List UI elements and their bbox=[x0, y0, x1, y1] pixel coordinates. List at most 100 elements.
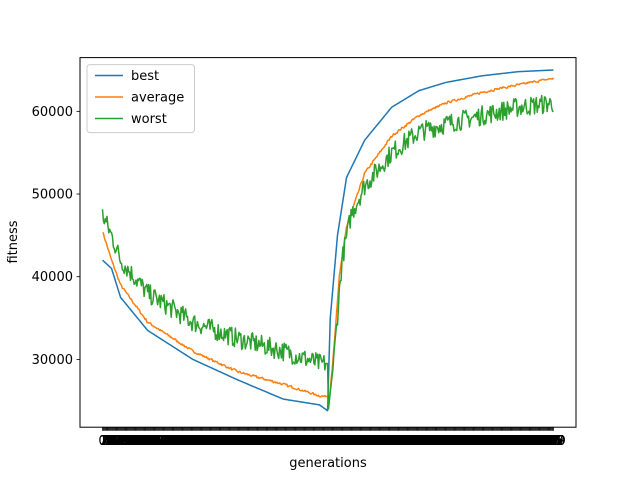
x-tick-label: 267 bbox=[331, 434, 356, 449]
x-tick-label: 370 bbox=[424, 434, 449, 449]
x-tick-label: 495 bbox=[537, 434, 562, 449]
x-tick-label: 324 bbox=[383, 434, 408, 449]
x-tick-label: 229 bbox=[297, 434, 322, 449]
x-tick-label: 57 bbox=[146, 434, 163, 449]
x-tick-label: 106 bbox=[186, 434, 211, 449]
x-tick-label: 124 bbox=[202, 434, 227, 449]
x-tick-label: 491 bbox=[534, 434, 559, 449]
x-tick-label: 218 bbox=[287, 434, 312, 449]
x-tick-label: 79 bbox=[166, 434, 183, 449]
x-tick-label: 239 bbox=[306, 434, 331, 449]
x-tick-label: 212 bbox=[282, 434, 307, 449]
x-tick-label: 157 bbox=[232, 434, 257, 449]
x-tick-label: 307 bbox=[368, 434, 393, 449]
x-tick-label: 87 bbox=[173, 434, 190, 449]
x-tick-label: 406 bbox=[457, 434, 482, 449]
x-tick-label: 5 bbox=[103, 434, 111, 449]
x-tick-label: 425 bbox=[474, 434, 499, 449]
x-tick-label: 120 bbox=[199, 434, 224, 449]
x-tick-label: 189 bbox=[261, 434, 286, 449]
x-tick-label: 147 bbox=[223, 434, 248, 449]
x-tick-label: 158 bbox=[233, 434, 258, 449]
x-tick-label: 230 bbox=[298, 434, 323, 449]
x-tick-label: 226 bbox=[294, 434, 319, 449]
x-tick-label: 78 bbox=[165, 434, 182, 449]
x-tick-label: 234 bbox=[302, 434, 327, 449]
x-tick-label: 265 bbox=[330, 434, 355, 449]
x-tick-label: 33 bbox=[124, 434, 141, 449]
x-tick-label: 458 bbox=[504, 434, 529, 449]
x-tick-label: 75 bbox=[162, 434, 179, 449]
x-tick-label: 138 bbox=[215, 434, 240, 449]
x-tick-label: 292 bbox=[354, 434, 379, 449]
x-tick-label: 465 bbox=[510, 434, 535, 449]
x-tick-label: 435 bbox=[483, 434, 508, 449]
x-tick-label: 299 bbox=[360, 434, 385, 449]
x-tick-label: 196 bbox=[267, 434, 292, 449]
x-tick-label: 207 bbox=[277, 434, 302, 449]
x-tick-label: 137 bbox=[214, 434, 239, 449]
x-tick-label: 478 bbox=[522, 434, 547, 449]
x-tick-label: 499 bbox=[541, 434, 566, 449]
x-tick-label: 140 bbox=[217, 434, 242, 449]
legend-label-best: best bbox=[131, 69, 159, 84]
legend-label-average: average bbox=[131, 91, 184, 106]
x-tick-label: 474 bbox=[518, 434, 543, 449]
x-tick-label: 404 bbox=[455, 434, 480, 449]
x-tick-label: 174 bbox=[247, 434, 272, 449]
x-tick-label: 418 bbox=[468, 434, 493, 449]
x-tick-label: 6 bbox=[104, 434, 112, 449]
x-tick-label: 348 bbox=[405, 434, 430, 449]
x-tick-label: 312 bbox=[372, 434, 397, 449]
x-tick-label: 52 bbox=[141, 434, 158, 449]
x-tick-label: 476 bbox=[520, 434, 545, 449]
x-tick-label: 367 bbox=[422, 434, 447, 449]
x-tick-label: 171 bbox=[245, 434, 270, 449]
x-tick-label: 351 bbox=[407, 434, 432, 449]
x-tick-label: 59 bbox=[148, 434, 165, 449]
x-tick-label: 215 bbox=[284, 434, 309, 449]
x-tick-label: 224 bbox=[293, 434, 318, 449]
x-tick-label: 214 bbox=[284, 434, 309, 449]
x-tick-label: 318 bbox=[377, 434, 402, 449]
x-tick-label: 392 bbox=[444, 434, 469, 449]
x-tick-label: 264 bbox=[329, 434, 354, 449]
legend-box bbox=[86, 64, 195, 134]
x-tick-label: 110 bbox=[190, 434, 215, 449]
x-tick-label: 376 bbox=[430, 434, 455, 449]
x-tick-label: 50 bbox=[139, 434, 156, 449]
x-tick-label: 70 bbox=[157, 434, 174, 449]
x-tick-label: 493 bbox=[536, 434, 561, 449]
x-tick-label: 332 bbox=[390, 434, 415, 449]
x-tick-label: 423 bbox=[472, 434, 497, 449]
x-tick-label: 449 bbox=[496, 434, 521, 449]
x-tick-label: 301 bbox=[362, 434, 387, 449]
x-tick-label: 211 bbox=[281, 434, 306, 449]
x-tick-label: 132 bbox=[209, 434, 234, 449]
x-tick-label: 30 bbox=[121, 434, 138, 449]
x-tick-label: 42 bbox=[132, 434, 149, 449]
x-tick-label: 486 bbox=[529, 434, 554, 449]
x-tick-label: 427 bbox=[476, 434, 501, 449]
x-tick-label: 1 bbox=[99, 434, 107, 449]
x-tick-label: 23 bbox=[115, 434, 132, 449]
x-tick-label: 459 bbox=[505, 434, 530, 449]
x-tick-label: 104 bbox=[184, 434, 209, 449]
x-tick-label: 379 bbox=[433, 434, 458, 449]
x-tick-label: 439 bbox=[487, 434, 512, 449]
x-tick-label: 253 bbox=[319, 434, 344, 449]
x-tick-label: 163 bbox=[237, 434, 262, 449]
x-tick-label: 223 bbox=[292, 434, 317, 449]
x-tick-label: 25 bbox=[117, 434, 134, 449]
x-tick-label: 288 bbox=[350, 434, 375, 449]
x-tick-label: 145 bbox=[221, 434, 246, 449]
x-tick-label: 285 bbox=[348, 434, 373, 449]
x-tick-label: 194 bbox=[265, 434, 290, 449]
x-tick-label: 441 bbox=[489, 434, 514, 449]
x-tick-label: 155 bbox=[230, 434, 255, 449]
x-tick-label: 185 bbox=[257, 434, 282, 449]
x-tick-label: 116 bbox=[195, 434, 220, 449]
x-tick-label: 492 bbox=[535, 434, 560, 449]
x-tick-label: 298 bbox=[359, 434, 384, 449]
x-tick-label: 248 bbox=[314, 434, 339, 449]
